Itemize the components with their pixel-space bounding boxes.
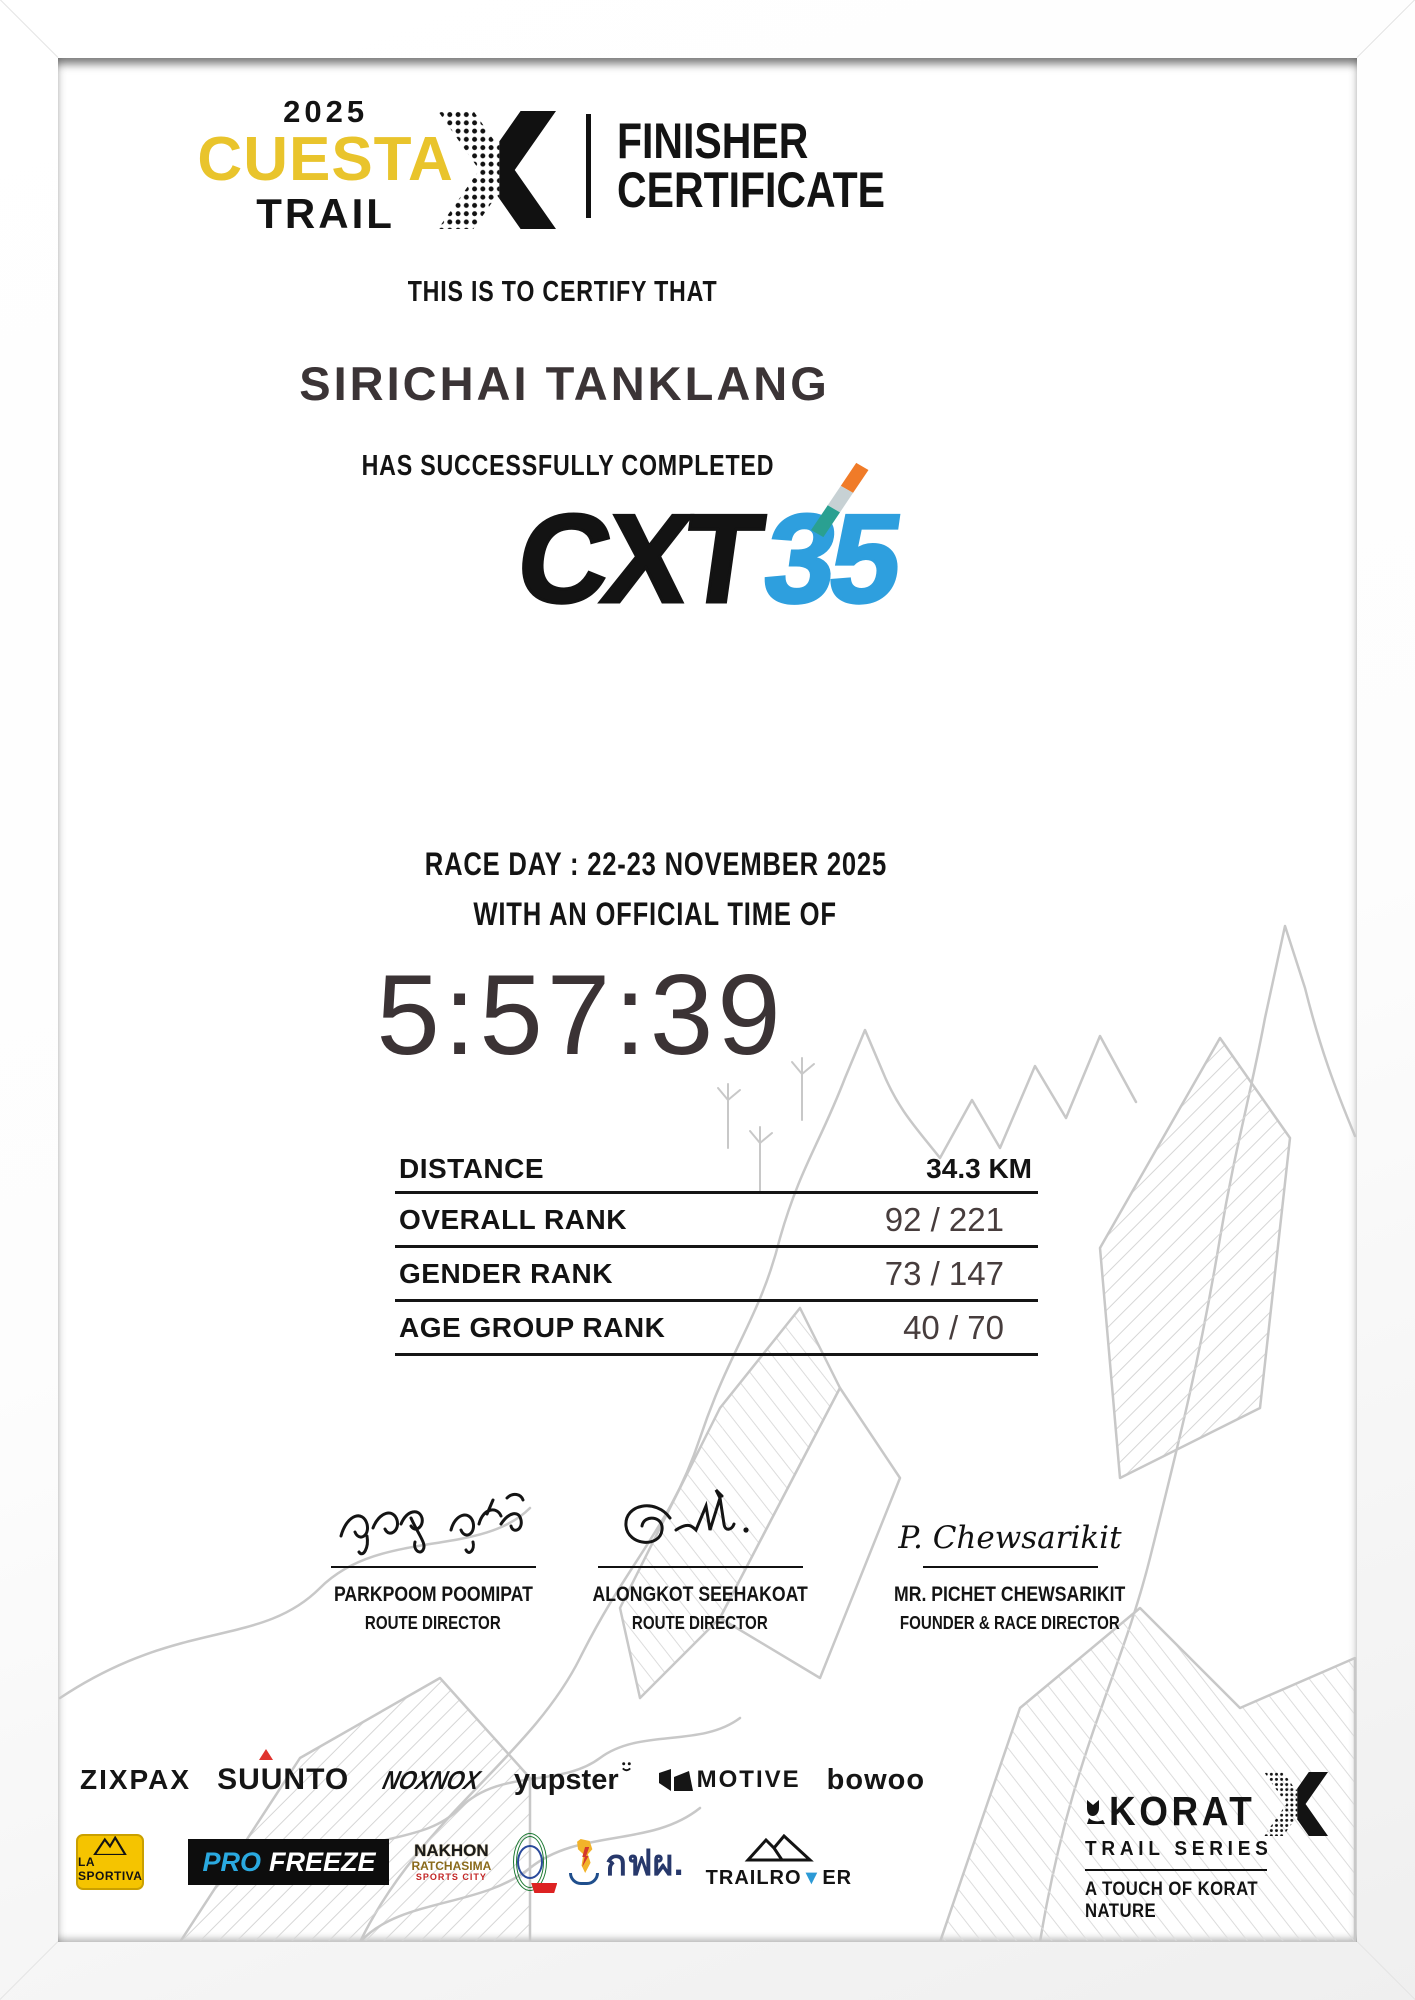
stat-label: GENDER RANK: [399, 1258, 613, 1289]
korat-series: TRAIL SERIES: [1085, 1838, 1273, 1860]
time-label: WITH AN OFFICIAL TIME OF: [473, 896, 838, 932]
motive-icon: [658, 1769, 693, 1791]
signatory-title: FOUNDER & RACE DIRECTOR: [900, 1613, 1120, 1634]
sponsor-bowoo: bowoo: [826, 1763, 926, 1796]
sponsor-row-2: LA SPORTIVA POCARI SWEAT PRO FREEZE NAKH…: [76, 1826, 851, 1898]
official-time: 5:57:39: [376, 952, 785, 1079]
sponsor-nakhon-ratchasima: NAKHON RATCHASIMA SPORTS CITY: [411, 1841, 492, 1882]
event-logo-header: 2025 CUESTA TRAIL: [0, 96, 1220, 235]
signature-block: P. Chewsarikit MR. PICHET CHEWSARIKIT FO…: [865, 1476, 1155, 1637]
sponsor-noxnox: NOXNOX: [380, 1764, 484, 1795]
signature-scribble-icon: [339, 1492, 525, 1556]
x-logo-icon: [437, 110, 556, 229]
signatory-name: MR. PICHET CHEWSARIKIT: [894, 1583, 1126, 1606]
table-row: AGE GROUP RANK 40 / 70: [395, 1302, 1038, 1356]
frame-miter: [1356, 1941, 1415, 2000]
signature-scribble-icon: [624, 1488, 749, 1544]
table-row: OVERALL RANK 92 / 221: [395, 1194, 1038, 1248]
frame-miter: [0, 1941, 59, 2000]
trailrover-mountain-icon: [744, 1833, 814, 1862]
stat-value: 73 / 147: [884, 1255, 1004, 1292]
race-category-logo: CXT 35: [58, 462, 1357, 631]
egat-icon: [569, 1839, 600, 1885]
sponsor-trailrover: TRAILRO▼ER: [706, 1833, 852, 1890]
signature-script: P. Chewsarikit: [898, 1520, 1122, 1556]
certificate-mat: 2025 CUESTA TRAIL: [58, 58, 1357, 1942]
certify-text: THIS IS TO CERTIFY THAT: [407, 276, 718, 308]
sponsor-suunto: SUUNTO: [217, 1749, 349, 1797]
header-divider: [585, 113, 591, 218]
logo-cuesta: CUESTA: [197, 125, 454, 194]
signatory-name: PARKPOOM POOMIPAT: [333, 1583, 533, 1606]
stats-table: DISTANCE 34.3 KM OVERALL RANK 92 / 221 G…: [395, 1146, 1038, 1356]
korat-cat-icon: [1087, 1800, 1105, 1824]
sponsor-egat: กฟผ.: [569, 1834, 684, 1891]
sponsor-la-sportiva: LA SPORTIVA: [76, 1834, 145, 1890]
sponsor-pro-freeze: PRO FREEZE: [188, 1839, 390, 1885]
sponsor-motive: MOTIVE: [658, 1766, 801, 1794]
wind-turbine-icon: [717, 1057, 815, 1194]
signature-line: [330, 1566, 536, 1568]
signature-line: [922, 1566, 1098, 1568]
logo-year: 2025: [283, 94, 369, 129]
suunto-triangle-icon: [259, 1749, 274, 1760]
frame-miter: [1356, 0, 1415, 58]
stat-value: 34.3 KM: [926, 1153, 1032, 1184]
certificate-title-line1: FINISHER: [616, 112, 809, 169]
signature-line: [597, 1566, 803, 1568]
table-row: DISTANCE 34.3 KM: [395, 1146, 1038, 1194]
certificate-title: FINISHER CERTIFICATE: [616, 112, 944, 218]
logo-trail: TRAIL: [256, 190, 395, 237]
la-sportiva-mountain-icon: [93, 1836, 128, 1855]
signatory-title: ROUTE DIRECTOR: [632, 1613, 768, 1634]
provincial-seal-icon: [513, 1833, 558, 1893]
table-row: GENDER RANK 73 / 147: [395, 1248, 1038, 1302]
korat-trail-series-logo: KORAT: [1085, 1772, 1353, 1923]
frame-miter: [0, 0, 59, 58]
signatory-name: ALONGKOT SEEHAKOAT: [592, 1583, 808, 1606]
stat-label: OVERALL RANK: [399, 1204, 627, 1235]
korat-tagline: A TOUCH OF KORAT NATURE: [1085, 1879, 1259, 1922]
cuesta-trail-logo: 2025 CUESTA TRAIL: [197, 96, 453, 235]
stat-value: 40 / 70: [903, 1309, 1004, 1346]
race-category-prefix: CXT: [508, 487, 768, 631]
stat-label: DISTANCE: [399, 1153, 545, 1184]
stat-label: AGE GROUP RANK: [399, 1312, 666, 1343]
sponsor-yupster: yupster: [514, 1761, 633, 1797]
korat-divider: [1085, 1869, 1267, 1871]
korat-brand: KORAT: [1109, 1787, 1256, 1834]
sponsor-row-1: ZIXPAX SUUNTO NOXNOX yupster: [80, 1749, 924, 1797]
korat-x-icon: [1263, 1772, 1328, 1836]
signature-block: PARKPOOM POOMIPAT ROUTE DIRECTOR: [288, 1476, 578, 1637]
signature-block: ALONGKOT SEEHAKOAT ROUTE DIRECTOR: [555, 1476, 845, 1637]
signatory-title: ROUTE DIRECTOR: [365, 1613, 501, 1634]
yupster-face-icon: [621, 1761, 631, 1771]
completed-text: HAS SUCCESSFULLY COMPLETED: [361, 450, 774, 482]
certificate-title-line2: CERTIFICATE: [616, 161, 885, 218]
runner-name: SIRICHAI TANKLANG: [299, 357, 830, 410]
race-day-text: RACE DAY : 22-23 NOVEMBER 2025: [424, 846, 887, 882]
sponsor-zixpax: ZIXPAX: [80, 1764, 192, 1795]
stat-value: 92 / 221: [884, 1201, 1004, 1238]
